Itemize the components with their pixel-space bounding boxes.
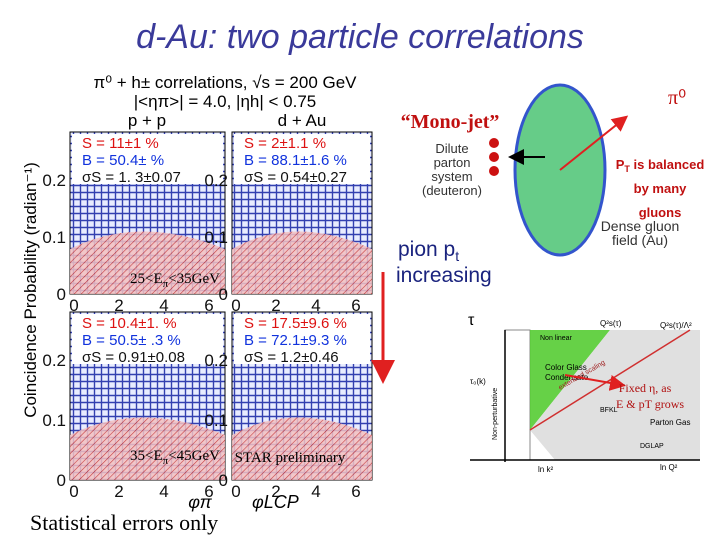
y-tick-label: 0.1 bbox=[204, 411, 228, 430]
stat-text: S = 10.4±1. % bbox=[82, 315, 177, 332]
stat-text: σS = 1. 3±0.07 bbox=[82, 169, 181, 186]
y-tick-label: 0 bbox=[57, 285, 66, 304]
svg-text:Dense gluon: Dense gluon bbox=[601, 218, 680, 234]
mono-jet: “Mono-jet” bbox=[401, 111, 500, 133]
energy-bin: 25<Eπ<35GeV bbox=[130, 271, 220, 290]
svg-text:τ: τ bbox=[468, 312, 475, 329]
svg-text:τ₀(k): τ₀(k) bbox=[470, 377, 486, 386]
svg-text:DGLAP: DGLAP bbox=[640, 443, 664, 450]
x-axis-label: φπ bbox=[188, 492, 212, 512]
figure-header: |<ηπ>| = 4.0, |ηh| < 0.75 bbox=[134, 92, 317, 111]
x-tick-label: 2 bbox=[114, 296, 123, 315]
phase-diagram: τ Non linear Color Glass Condensate Part… bbox=[468, 312, 700, 474]
x-axis-label: φLCP bbox=[252, 492, 299, 512]
y-tick-label: 0.1 bbox=[42, 411, 66, 430]
y-tick-label: 0.1 bbox=[42, 228, 66, 247]
slide-title: d-Au: two particle correlations bbox=[136, 18, 584, 56]
svg-text:ln Q²: ln Q² bbox=[660, 463, 678, 472]
x-tick-label: 4 bbox=[311, 482, 320, 501]
x-tick-label: 6 bbox=[351, 296, 360, 315]
panels: S = 11±1 %B = 50.4± %σS = 1. 3±0.07 0.2 0.… bbox=[42, 131, 373, 501]
signal-region bbox=[70, 417, 225, 480]
column-label: d + Au bbox=[278, 111, 327, 130]
footer-note: Statistical errors only bbox=[30, 510, 218, 535]
y-tick-label: 0.2 bbox=[42, 351, 66, 370]
x-tick-label: 4 bbox=[159, 482, 168, 501]
svg-text:parton: parton bbox=[434, 155, 471, 170]
balanced-label: PT is balanced by many gluons bbox=[616, 157, 705, 220]
x-tick-label: 6 bbox=[351, 482, 360, 501]
svg-text:(deuteron): (deuteron) bbox=[422, 183, 482, 198]
x-tick-label: 2 bbox=[114, 482, 123, 501]
stat-text: B = 50.5± .3 % bbox=[82, 332, 181, 349]
deuteron bbox=[489, 138, 499, 176]
y-tick-label: 0 bbox=[219, 471, 228, 490]
x-tick-label: 6 bbox=[204, 296, 213, 315]
x-tick-label: 0 bbox=[69, 482, 78, 501]
column-label: p + p bbox=[128, 111, 166, 130]
svg-text:Dilute: Dilute bbox=[435, 141, 468, 156]
svg-text:field (Au): field (Au) bbox=[612, 232, 668, 248]
svg-text:Condensate: Condensate bbox=[545, 373, 589, 382]
signal-region bbox=[70, 231, 225, 294]
svg-text:BFKL: BFKL bbox=[600, 407, 618, 414]
svg-text:gluons: gluons bbox=[639, 205, 682, 220]
y-tick-label: 0.2 bbox=[204, 171, 228, 190]
pi0-label: π⁰ bbox=[668, 87, 686, 109]
y-tick-label: 0 bbox=[219, 285, 228, 304]
x-tick-label: 0 bbox=[231, 482, 240, 501]
svg-text:Fixed η, as: Fixed η, as bbox=[619, 381, 672, 395]
x-tick-label: 0 bbox=[231, 296, 240, 315]
svg-text:E & pT grows: E & pT grows bbox=[616, 397, 684, 411]
y-tick-label: 0.1 bbox=[204, 228, 228, 247]
y-tick-label: 0 bbox=[57, 471, 66, 490]
svg-text:Non linear: Non linear bbox=[540, 335, 573, 342]
stats-box bbox=[72, 314, 223, 364]
stat-text: σS = 1.2±0.46 bbox=[244, 349, 339, 366]
stat-text: σS = 0.91±0.08 bbox=[82, 349, 185, 366]
stat-text: B = 50.4± % bbox=[82, 152, 164, 169]
dilute-label: Dilute parton system (deuteron) bbox=[422, 141, 482, 198]
signal-region bbox=[232, 231, 372, 294]
signal-region bbox=[232, 417, 372, 480]
svg-text:PT is balanced: PT is balanced bbox=[616, 157, 705, 174]
y-tick-label: 0.2 bbox=[42, 171, 66, 190]
stats-box bbox=[234, 314, 370, 364]
x-tick-label: 4 bbox=[311, 296, 320, 315]
svg-text:Q²s(τ)/Λ²: Q²s(τ)/Λ² bbox=[660, 321, 692, 330]
stat-text: S = 11±1 % bbox=[82, 135, 159, 152]
dense-label: Dense gluon field (Au) bbox=[601, 218, 680, 248]
x-tick-label: 2 bbox=[271, 482, 280, 501]
stat-text: S = 2±1.1 % bbox=[244, 135, 326, 152]
stat-text: σS = 0.54±0.27 bbox=[244, 169, 347, 186]
x-tick-label: 0 bbox=[69, 296, 78, 315]
pion-pt: increasing bbox=[396, 264, 492, 287]
stat-text: S = 17.5±9.6 % bbox=[244, 315, 347, 332]
y-tick-label: 0.2 bbox=[204, 351, 228, 370]
svg-text:system: system bbox=[431, 169, 472, 184]
svg-text:Non-perturbative: Non-perturbative bbox=[492, 388, 499, 440]
watermark: STAR preliminary bbox=[235, 450, 346, 466]
y-axis-label: Coincidence Probability (radian⁻¹) bbox=[21, 162, 40, 418]
stats-box bbox=[234, 134, 370, 184]
svg-text:by many: by many bbox=[634, 181, 688, 196]
arrow bbox=[559, 115, 629, 171]
svg-text:Q²s(τ): Q²s(τ) bbox=[600, 319, 622, 328]
figure-header: π⁰ + h± correlations, √s = 200 GeV bbox=[93, 73, 357, 92]
svg-text:Color Glass: Color Glass bbox=[545, 363, 587, 372]
stat-text: B = 88.1±1.6 % bbox=[244, 152, 347, 169]
stat-text: B = 72.1±9.3 % bbox=[244, 332, 347, 349]
energy-bin: 35<Eπ<45GeV bbox=[130, 448, 220, 467]
x-tick-label: 6 bbox=[204, 482, 213, 501]
stats-box bbox=[72, 134, 223, 184]
svg-text:ln k²: ln k² bbox=[538, 465, 553, 474]
pion-pt: pion pt bbox=[398, 238, 459, 264]
svg-text:Parton Gas: Parton Gas bbox=[650, 418, 690, 427]
x-tick-label: 4 bbox=[159, 296, 168, 315]
x-tick-label: 2 bbox=[271, 296, 280, 315]
